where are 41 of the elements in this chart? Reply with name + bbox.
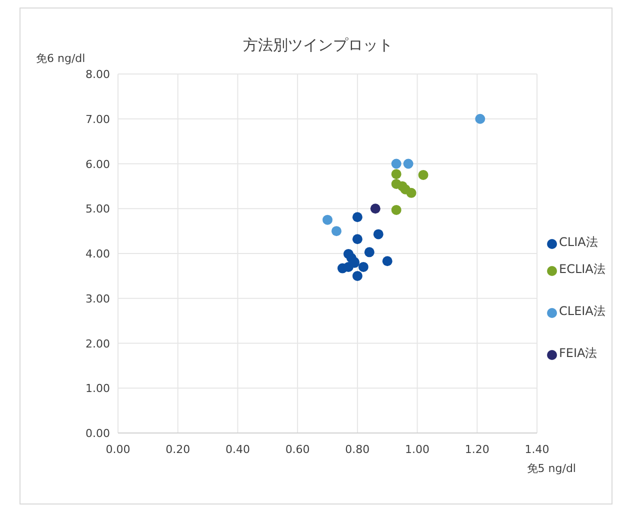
legend-label: ECLIA法 bbox=[559, 261, 606, 278]
point bbox=[331, 226, 342, 236]
point bbox=[391, 204, 402, 215]
x-tick-label: 0.40 bbox=[225, 443, 250, 456]
point bbox=[382, 256, 392, 266]
legend-label: CLIA法 bbox=[559, 234, 599, 251]
point bbox=[403, 158, 414, 169]
y-tick-label: 7.00 bbox=[86, 112, 110, 126]
y-tick-label: 2.00 bbox=[86, 337, 110, 350]
y-tick-label: 5.00 bbox=[86, 202, 110, 216]
legend-label: CLEIA法 bbox=[559, 303, 606, 320]
x-axis-title: 免5 ng/dl bbox=[526, 462, 576, 475]
x-tick-label: 0.80 bbox=[345, 443, 370, 456]
point bbox=[418, 170, 428, 180]
point bbox=[352, 212, 362, 222]
point bbox=[391, 158, 402, 169]
point bbox=[364, 247, 374, 258]
x-tick-label: 1.40 bbox=[524, 443, 550, 456]
point bbox=[391, 169, 402, 180]
x-tick-label: 0.60 bbox=[285, 443, 310, 456]
x-tick-label: 0.20 bbox=[166, 443, 190, 456]
x-tick-label: 0.00 bbox=[106, 443, 130, 456]
point bbox=[358, 262, 368, 272]
y-tick-label: 1.00 bbox=[86, 382, 110, 396]
y-tick-label: 0.00 bbox=[86, 427, 110, 440]
point bbox=[373, 229, 384, 240]
chart-title: 方法別ツインプロット bbox=[243, 36, 393, 54]
y-tick-label: 4.00 bbox=[86, 248, 110, 260]
y-tick-label: 6.00 bbox=[86, 158, 110, 171]
y-tick-label: 8.00 bbox=[86, 68, 110, 81]
legend-label: FEIA法 bbox=[559, 345, 598, 362]
point bbox=[352, 270, 362, 281]
point bbox=[475, 114, 486, 124]
point bbox=[370, 204, 380, 214]
point bbox=[322, 214, 332, 225]
y-tick-label: 3.00 bbox=[86, 292, 110, 306]
x-tick-label: 1.00 bbox=[405, 443, 430, 456]
x-tick-label: 1.20 bbox=[464, 443, 490, 456]
point bbox=[406, 188, 416, 198]
y-axis-title: 免6 ng/dl bbox=[36, 52, 86, 65]
point bbox=[352, 234, 362, 244]
